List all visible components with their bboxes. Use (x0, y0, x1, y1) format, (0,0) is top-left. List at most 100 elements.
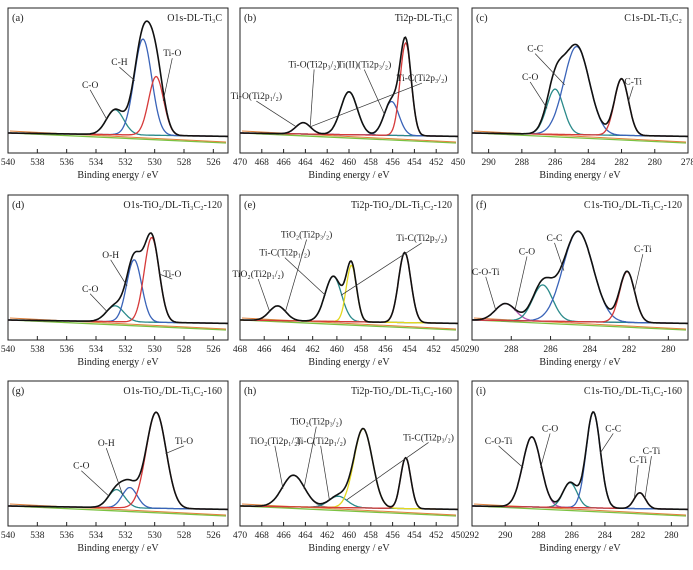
panel-label: (d) (12, 200, 25, 211)
x-tick-label: 460 (342, 531, 357, 541)
component-peak (472, 492, 688, 511)
leader-line (119, 66, 135, 81)
x-tick-label: 532 (118, 345, 133, 355)
x-tick-label: 530 (148, 158, 163, 168)
panel-title: O1s-TiO₂/DL-Ti₃C₂-120 (123, 200, 222, 211)
component-peak (472, 88, 688, 138)
component-peak (472, 78, 688, 138)
x-axis-label: Binding energy / eV (77, 170, 159, 181)
x-tick-label: 456 (385, 531, 400, 541)
background-line (473, 132, 687, 144)
x-tick-label: 538 (30, 158, 45, 168)
x-tick-label: 460 (342, 158, 357, 168)
x-tick-label: 288 (531, 531, 546, 541)
peak-label: C-O (73, 462, 90, 472)
panel-c: 290 288 286 284 282 280 278 Binding energy / eV… (471, 7, 693, 181)
leader-line (498, 445, 524, 469)
peak-label: C-O (542, 424, 559, 434)
peak-label: C-O-Ti (485, 437, 513, 447)
x-tick-label: 540 (1, 345, 16, 355)
x-tick-label: 280 (661, 345, 676, 355)
leader-line (540, 433, 551, 468)
leader-line (257, 278, 271, 313)
x-tick-label: 470 (233, 531, 248, 541)
component-peak (8, 38, 228, 138)
leader-line (485, 276, 497, 311)
x-tick-label: 454 (407, 531, 422, 541)
x-tick-label: 292 (465, 531, 480, 541)
panel-label: (b) (244, 13, 257, 24)
panel-frame (7, 7, 229, 154)
peak-label: O-H (102, 251, 119, 261)
x-tick-label: 528 (177, 531, 192, 541)
x-axis-label: Binding energy / eV (539, 543, 621, 554)
leader-line (340, 242, 422, 296)
panel-title: C1s-TiO₂/DL-Ti₃C₂-160 (584, 386, 682, 397)
leader-line (627, 86, 634, 103)
x-tick-label: 462 (320, 158, 335, 168)
envelope-curve (472, 230, 688, 325)
leader-line (310, 82, 423, 128)
panel-title: Ti2p-DL-Ti₃C (395, 13, 453, 24)
peak-label: C-Ti (634, 245, 652, 255)
peak-label: O-H (98, 439, 115, 449)
peak-label: Ti(II)(Ti2p₃/₂) (337, 59, 391, 70)
peak-label: Ti-C(Ti2p₃/₂) (397, 73, 448, 84)
leader-line (534, 53, 565, 86)
x-tick-label: 284 (598, 531, 613, 541)
x-tick-label: 462 (320, 531, 335, 541)
panel-title: Ti2p-TiO₂/DL-Ti₃C₂-160 (351, 386, 452, 397)
peak-label: Ti-O (175, 437, 193, 447)
x-axis-label: Binding energy / eV (539, 170, 621, 181)
leader-line (514, 256, 528, 311)
leader-line (320, 445, 330, 500)
leader-line (89, 89, 108, 120)
x-tick-label: 468 (255, 158, 270, 168)
panel-e: 468 466 464 462 460 458 456 454 452 450 Binding en… (232, 194, 465, 368)
component-peak (240, 100, 458, 138)
x-tick-label: 464 (281, 345, 296, 355)
x-tick-label: 290 (498, 531, 513, 541)
x-tick-label: 540 (1, 158, 16, 168)
x-tick-label: 470 (233, 158, 248, 168)
component-peak (472, 411, 688, 511)
leader-line (303, 426, 317, 489)
panel-label: (c) (476, 13, 488, 24)
panel-label: (h) (244, 386, 257, 397)
peak-label: C-Ti (643, 447, 661, 457)
panel-frame (471, 380, 689, 527)
leader-line (105, 447, 124, 496)
x-tick-label: 528 (177, 345, 192, 355)
panel-i: 292 290 288 286 284 282 280 Binding energy / eV… (465, 380, 689, 554)
x-tick-label: 288 (504, 345, 519, 355)
x-tick-label: 282 (622, 345, 637, 355)
peak-label: TiO₂(Ti2p₃/₂) (281, 230, 332, 241)
x-tick-label: 526 (206, 531, 221, 541)
leader-line (256, 100, 297, 128)
panel-title: O1s-TiO₂/DL-Ti₃C₂-160 (123, 386, 222, 397)
peak-label: C-H (111, 58, 128, 68)
panel-frame (471, 194, 689, 341)
peak-label: Ti-O(Ti2p₁/₂) (231, 91, 282, 102)
panel-b: 470 468 466 464 462 460 458 456 454 452 450 Binding… (231, 7, 465, 181)
x-tick-label: 282 (614, 158, 629, 168)
background-line (473, 503, 687, 516)
background-line (473, 505, 687, 517)
leader-line (165, 445, 185, 454)
panel-title: C1s-TiO₂/DL-Ti₃C₂-120 (584, 200, 682, 211)
peak-label: TiO₂(Ti2p₁/₂) (249, 436, 300, 447)
leader-line (81, 470, 110, 497)
peak-label: Ti-C(Ti2p₃/₂) (403, 432, 454, 443)
peak-label: Ti-C(Ti2p₁/₂) (295, 436, 346, 447)
peak-label: C-O (519, 247, 536, 257)
leader-line (363, 69, 385, 115)
x-tick-label: 528 (177, 158, 192, 168)
x-tick-label: 532 (118, 531, 133, 541)
x-axis-label: Binding energy / eV (308, 357, 390, 368)
leader-line (110, 259, 128, 287)
component-peak (8, 75, 228, 138)
leader-line (309, 69, 315, 127)
x-axis-label: Binding energy / eV (308, 170, 390, 181)
x-tick-label: 466 (276, 531, 291, 541)
